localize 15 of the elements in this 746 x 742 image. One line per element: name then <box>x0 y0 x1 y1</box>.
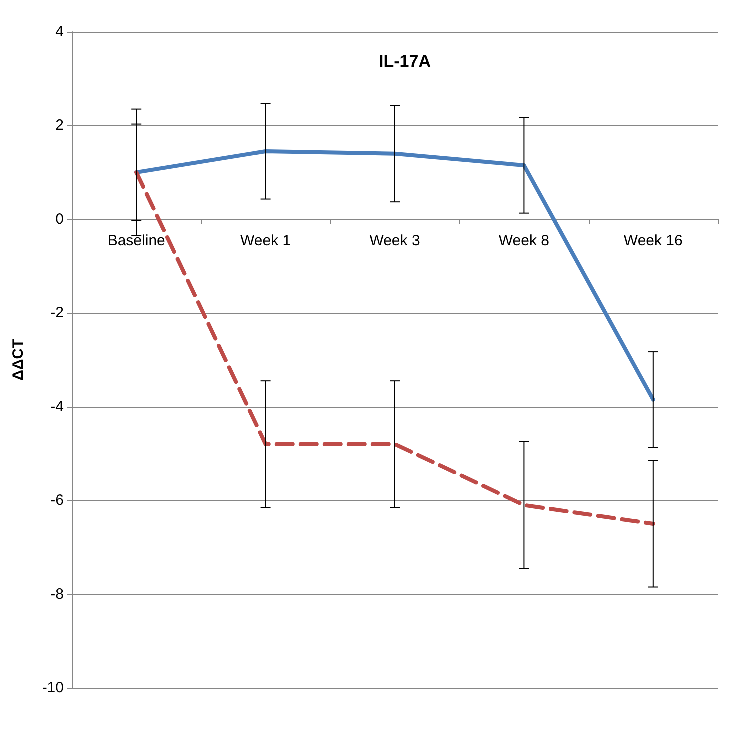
y-tick-label: -6 <box>50 492 64 510</box>
y-tick-label: 0 <box>56 210 64 228</box>
x-tick-label: Week 3 <box>370 232 420 250</box>
y-tick-label: 2 <box>56 117 64 134</box>
x-tick-label: Week 8 <box>498 232 550 250</box>
y-axis-title: ΔΔCT <box>10 339 27 381</box>
x-tick-label: Week 16 <box>624 232 683 250</box>
y-tick-label: -8 <box>50 586 64 603</box>
x-tick-label: Baseline <box>108 232 166 250</box>
y-tick-label: 4 <box>56 24 64 40</box>
y-tick-label: -10 <box>42 680 64 696</box>
y-tick-label: -4 <box>50 398 64 416</box>
x-tick-label: Week 1 <box>240 232 292 250</box>
text: IL-17A <box>379 52 431 71</box>
y-tick-label: -2 <box>50 304 64 322</box>
